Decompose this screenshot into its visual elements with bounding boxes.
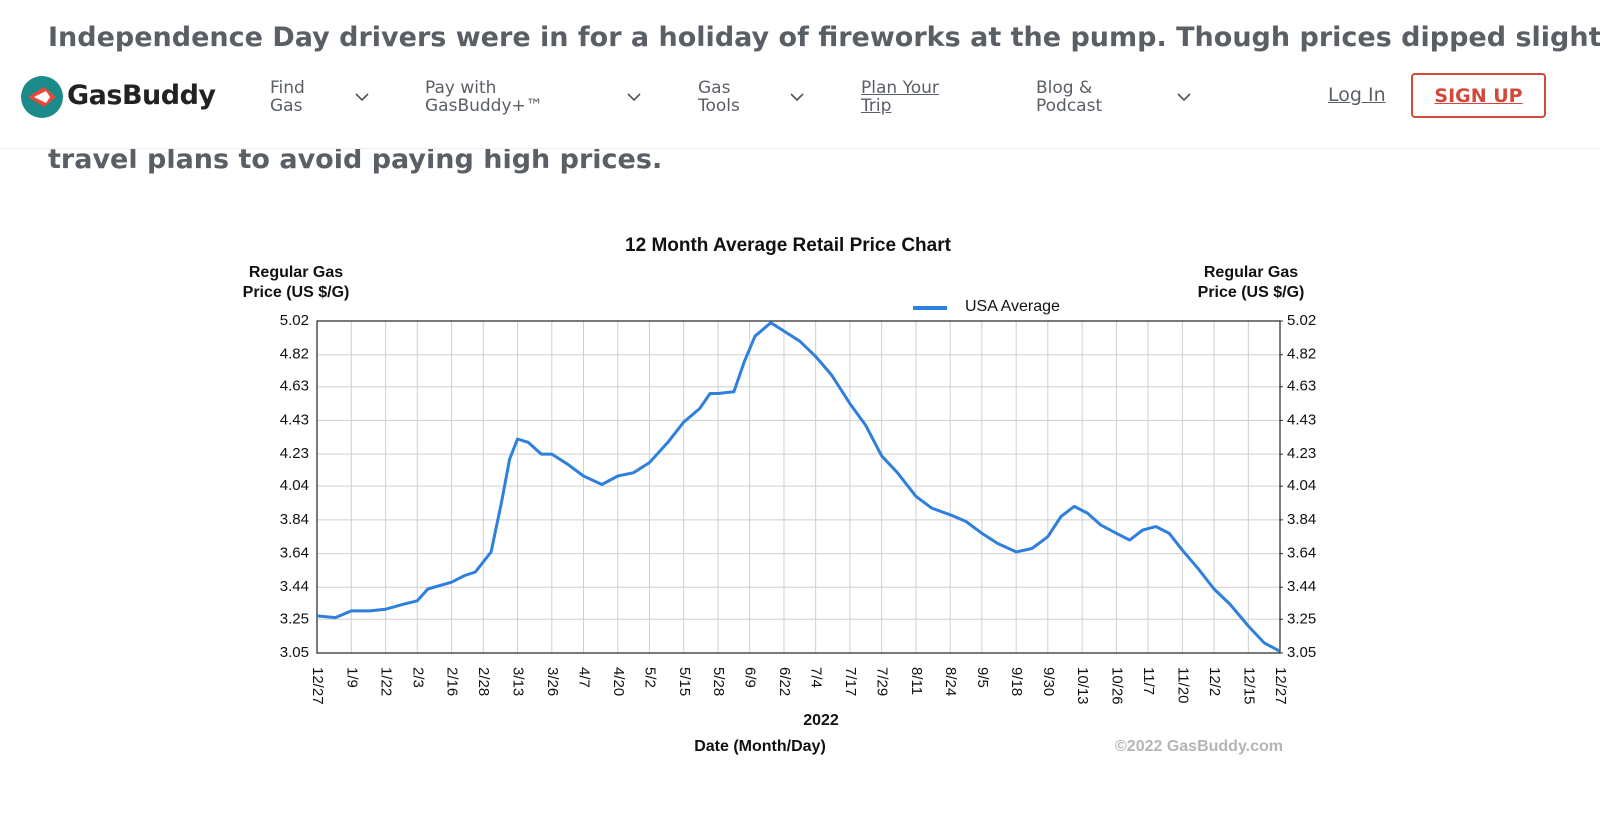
x-tick-label: 12/15 [1240, 667, 1257, 705]
chart-title: 12 Month Average Retail Price Chart [625, 235, 952, 256]
credit: ©2022 GasBuddy.com [1115, 738, 1283, 755]
nav-item[interactable]: Blog & Podcast [1036, 78, 1103, 116]
y-tick-label: 4.23 [280, 445, 309, 462]
x-tick-label: 11/7 [1140, 667, 1157, 695]
login-link[interactable]: Log In [1328, 84, 1386, 106]
x-tick-label: 11/20 [1174, 667, 1191, 703]
y-tick-label: 4.04 [280, 477, 309, 494]
x-tick-label: 5/15 [676, 667, 693, 696]
x-tick-label: 7/4 [808, 667, 825, 688]
nav-item[interactable]: Plan Your Trip [861, 78, 939, 116]
x-tick-label: 6/9 [742, 667, 759, 688]
y2-tick-label: 4.63 [1287, 378, 1316, 395]
y2-tick-label: 4.04 [1287, 477, 1316, 494]
y-tick-label: 3.05 [280, 644, 309, 661]
x-tick-label: 7/17 [842, 667, 859, 696]
chevron[interactable] [627, 92, 641, 102]
y-tick-label: 3.64 [280, 545, 309, 562]
x-tick-label: 12/2 [1206, 667, 1223, 696]
navbar: GasBuddy Find Gas Pay with GasBuddy+™ Ga… [0, 62, 1600, 149]
logo-icon[interactable] [20, 75, 64, 119]
y-tick-label: 4.43 [280, 411, 309, 428]
nav-item[interactable]: Find Gas [270, 78, 305, 116]
y-tick-label: 5.02 [280, 312, 309, 329]
nav-item[interactable]: Pay with GasBuddy+™ [425, 78, 543, 116]
y-axis-label: Price (US $/G) [243, 284, 350, 301]
y-tick-label: 4.63 [280, 378, 309, 395]
y2-tick-label: 3.44 [1287, 578, 1316, 595]
y-tick-label: 3.84 [280, 511, 309, 528]
y-tick-label: 3.25 [280, 610, 309, 627]
x-tick-label: 4/20 [610, 667, 627, 696]
x-tick-label: 5/2 [641, 667, 658, 688]
y2-tick-label: 4.82 [1287, 346, 1316, 363]
article-line: travel plans to avoid paying high prices… [48, 144, 663, 175]
x-tick-label: 10/26 [1108, 667, 1125, 705]
x-tick-label: 4/7 [576, 667, 593, 688]
x-tick-label: 9/5 [974, 667, 991, 688]
y2-tick-label: 3.05 [1287, 644, 1316, 661]
x-tick-label: 12/27 [309, 667, 326, 705]
y2-axis-label: Regular Gas [1204, 264, 1298, 281]
y2-tick-label: 3.84 [1287, 511, 1316, 528]
x-tick-label: 9/30 [1040, 667, 1057, 696]
y-axis-label: Regular Gas [249, 264, 343, 281]
chevron[interactable] [790, 92, 804, 102]
y-tick-label: 3.44 [280, 578, 309, 595]
chevron[interactable] [1177, 92, 1191, 102]
article-line: Independence Day drivers were in for a h… [48, 22, 1600, 53]
y2-tick-label: 4.43 [1287, 411, 1316, 428]
x-tick-label: 1/9 [343, 667, 360, 688]
x-tick-label: 2/3 [409, 667, 426, 688]
x-tick-label: 5/28 [710, 667, 727, 696]
x-tick-label: 2/28 [475, 667, 492, 696]
y2-axis-label: Price (US $/G) [1198, 284, 1305, 301]
x-tick-label: 3/13 [510, 667, 527, 696]
x-tick-label: 12/27 [1272, 667, 1289, 705]
x-tick-label: 2/16 [444, 667, 461, 696]
data-line [316, 321, 1281, 653]
y2-tick-label: 3.64 [1287, 545, 1316, 562]
x-tick-label: 3/26 [544, 667, 561, 696]
x-tick-label: 9/18 [1008, 667, 1025, 696]
legend-label: USA Average [965, 298, 1060, 315]
x-tick-label: 1/22 [378, 667, 395, 696]
signup-button[interactable]: SIGN UP [1411, 73, 1546, 118]
x-tick-label: 10/13 [1074, 667, 1091, 705]
y2-tick-label: 3.25 [1287, 610, 1316, 627]
x-tick-label: 7/29 [874, 667, 891, 696]
y-tick-label: 4.82 [280, 346, 309, 363]
y2-tick-label: 4.23 [1287, 445, 1316, 462]
plot-border [316, 320, 1281, 654]
x-axis-year: 2022 [803, 712, 839, 729]
logo-text[interactable]: GasBuddy [67, 80, 216, 111]
x-tick-label: 8/11 [908, 667, 925, 695]
y2-tick-label: 5.02 [1287, 312, 1316, 329]
chevron[interactable] [355, 92, 369, 102]
x-tick-label: 8/24 [942, 667, 959, 696]
x-tick-label: 6/22 [776, 667, 793, 696]
nav-item[interactable]: Gas Tools [698, 78, 740, 116]
x-axis-label: Date (Month/Day) [694, 738, 826, 755]
